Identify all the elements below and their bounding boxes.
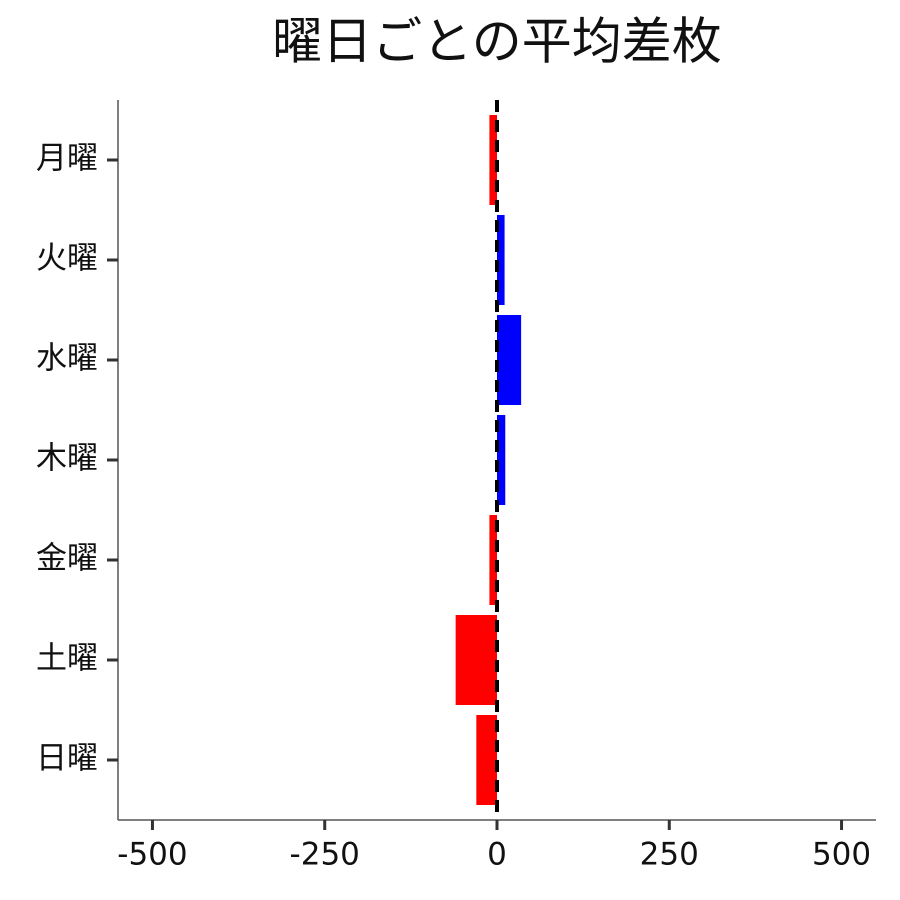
chart-title: 曜日ごとの平均差枚	[272, 13, 722, 71]
y-tick-label: 木曜	[36, 441, 98, 477]
bar	[497, 315, 522, 405]
y-tick-label: 金曜	[36, 541, 98, 577]
bar	[489, 115, 497, 205]
bar	[489, 515, 497, 605]
x-tick-label: 500	[812, 837, 871, 873]
y-tick-label: 土曜	[36, 641, 98, 677]
x-tick-label: 0	[487, 837, 507, 873]
y-tick-label: 月曜	[36, 141, 98, 177]
x-tick-label: -500	[117, 837, 187, 873]
bar	[497, 215, 505, 305]
y-tick-label: 火曜	[36, 241, 98, 277]
x-tick-label: -250	[290, 837, 360, 873]
bar	[455, 615, 497, 705]
y-tick-label: 日曜	[36, 741, 98, 777]
bar	[476, 715, 497, 805]
bar	[497, 415, 506, 505]
x-tick-label: 250	[640, 837, 699, 873]
y-tick-label: 水曜	[36, 341, 98, 377]
